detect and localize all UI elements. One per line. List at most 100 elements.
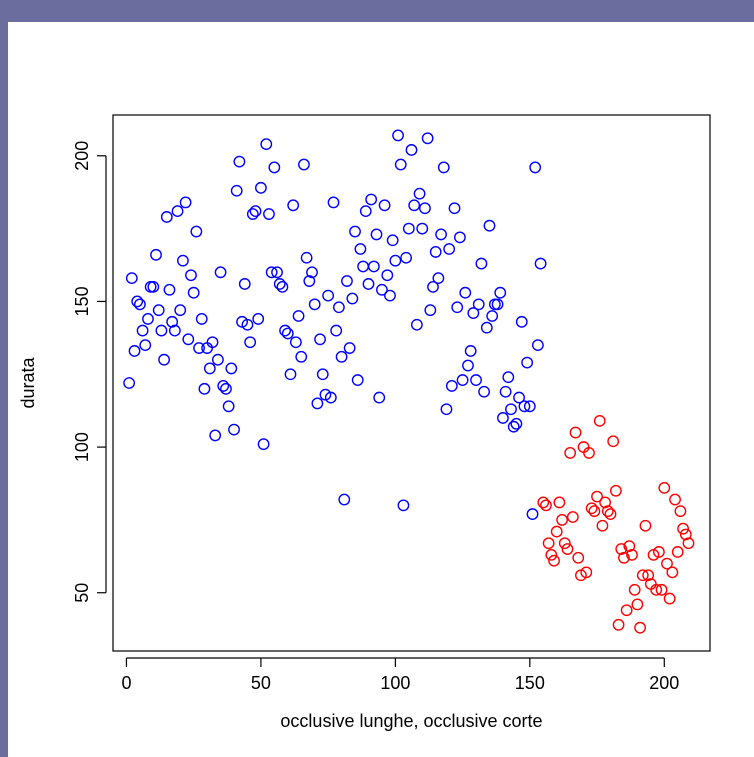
data-point bbox=[626, 548, 638, 561]
data-point bbox=[639, 519, 652, 532]
data-point bbox=[432, 272, 445, 285]
data-point bbox=[276, 280, 289, 293]
data-point bbox=[545, 548, 558, 561]
data-point bbox=[413, 187, 426, 200]
plot-area-border bbox=[112, 114, 711, 652]
data-point bbox=[483, 219, 496, 232]
data-point bbox=[518, 400, 531, 413]
data-point bbox=[669, 493, 681, 506]
data-point bbox=[292, 310, 305, 322]
data-point bbox=[462, 359, 474, 372]
data-point bbox=[209, 429, 222, 442]
data-point bbox=[303, 275, 316, 287]
data-point bbox=[515, 315, 528, 328]
data-point bbox=[612, 618, 625, 631]
data-point bbox=[674, 505, 687, 518]
data-point bbox=[198, 382, 211, 395]
data-point bbox=[615, 543, 628, 555]
data-point bbox=[128, 345, 141, 357]
data-point bbox=[400, 251, 413, 264]
data-point bbox=[542, 537, 555, 550]
data-point bbox=[316, 368, 329, 381]
data-point bbox=[327, 196, 340, 209]
data-point bbox=[289, 336, 302, 349]
data-point bbox=[359, 205, 372, 218]
data-point bbox=[298, 158, 310, 171]
data-point bbox=[564, 447, 577, 459]
data-point bbox=[464, 345, 477, 357]
data-point bbox=[526, 508, 539, 520]
data-point bbox=[152, 304, 165, 317]
data-point bbox=[510, 417, 523, 430]
data-point bbox=[451, 301, 464, 314]
data-point bbox=[367, 260, 380, 273]
data-point bbox=[502, 371, 515, 384]
data-point bbox=[255, 181, 267, 194]
data-point bbox=[158, 353, 170, 366]
data-point bbox=[238, 278, 251, 290]
data-point bbox=[179, 196, 192, 209]
data-point bbox=[402, 222, 415, 235]
data-point bbox=[354, 243, 367, 255]
data-point bbox=[679, 528, 692, 541]
data-point bbox=[609, 484, 622, 497]
data-point bbox=[341, 275, 353, 287]
data-point bbox=[351, 374, 364, 386]
data-point bbox=[561, 543, 574, 555]
data-point bbox=[155, 324, 168, 337]
data-point bbox=[583, 447, 595, 459]
y-axis: 50 100 150 200 bbox=[72, 141, 107, 603]
data-point bbox=[642, 569, 655, 582]
data-point bbox=[620, 604, 633, 617]
data-point bbox=[131, 295, 144, 308]
data-point bbox=[663, 592, 676, 605]
x-tick-label: 200 bbox=[649, 673, 679, 693]
data-point bbox=[534, 257, 547, 270]
data-point bbox=[136, 324, 149, 337]
data-point bbox=[421, 132, 434, 145]
data-point bbox=[220, 382, 232, 395]
data-point bbox=[550, 525, 563, 538]
data-point bbox=[507, 420, 520, 433]
data-point bbox=[628, 583, 641, 596]
data-point bbox=[246, 208, 259, 220]
data-point bbox=[472, 298, 485, 311]
data-point bbox=[386, 234, 399, 247]
data-point bbox=[324, 391, 337, 404]
data-point bbox=[187, 286, 200, 299]
data-point bbox=[537, 496, 550, 509]
data-point bbox=[163, 283, 176, 296]
data-point bbox=[572, 551, 585, 564]
y-tick-label: 100 bbox=[72, 432, 92, 462]
data-point bbox=[480, 321, 493, 334]
data-point bbox=[378, 199, 391, 212]
data-point bbox=[650, 583, 663, 596]
x-tick-label: 100 bbox=[380, 673, 410, 693]
data-point bbox=[497, 412, 509, 424]
data-point bbox=[142, 313, 154, 325]
data-point bbox=[257, 438, 270, 451]
data-point bbox=[437, 161, 450, 174]
data-point bbox=[405, 144, 418, 156]
data-point bbox=[591, 490, 603, 503]
data-point bbox=[271, 266, 283, 279]
data-point bbox=[394, 158, 407, 171]
data-point bbox=[376, 283, 388, 296]
data-point bbox=[177, 254, 189, 267]
data-point bbox=[556, 514, 568, 526]
data-point bbox=[456, 374, 469, 386]
data-point bbox=[244, 336, 257, 349]
data-point bbox=[486, 310, 499, 322]
data-point bbox=[260, 138, 273, 151]
data-point bbox=[147, 280, 160, 293]
data-point bbox=[346, 292, 359, 305]
data-point bbox=[338, 493, 351, 506]
data-point bbox=[357, 260, 369, 273]
data-point bbox=[343, 342, 356, 354]
chart-panel: 0 50 100 150 200 50 100 150 200 occlusive lungh… bbox=[8, 22, 754, 757]
data-point bbox=[658, 481, 671, 494]
data-point bbox=[427, 280, 439, 293]
data-point bbox=[225, 362, 238, 375]
data-point bbox=[182, 333, 195, 346]
data-point bbox=[548, 554, 560, 567]
